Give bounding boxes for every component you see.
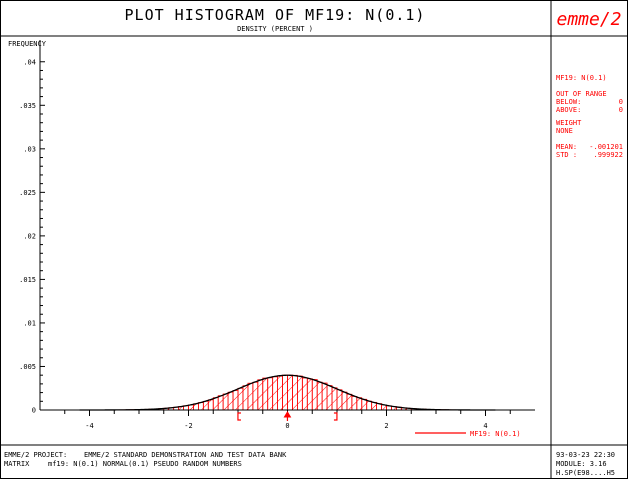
footer-user: H.SP(E98....H5 — [556, 469, 615, 477]
x-tick-label: -4 — [85, 422, 93, 430]
footer-project-value: EMME/2 STANDARD DEMONSTRATION AND TEST D… — [84, 451, 287, 459]
side-out-of-range: OUT OF RANGE — [556, 90, 607, 98]
histogram-bars — [89, 374, 486, 411]
x-tick-label: -2 — [184, 422, 192, 430]
plot-area: 0 .005 .01 .015 .02 .025 .03 .035 .04 -4 -2 0 2 4 — [19, 40, 535, 430]
chart-title: PLOT HISTOGRAM OF MF19: N(0.1) — [125, 6, 426, 24]
x-tick-label: 2 — [384, 422, 388, 430]
side-above-value: 0 — [619, 106, 623, 114]
side-std-value: .999922 — [593, 151, 623, 159]
legend-label: MF19: N(0.1) — [470, 430, 521, 438]
emme2-logo: emme/2 — [556, 9, 621, 30]
y-axis-label: FREQUENCY — [8, 40, 47, 48]
normal-curve-line — [79, 374, 496, 411]
side-mean-value: -.001201 — [589, 143, 623, 151]
chart-subtitle: DENSITY (PERCENT ) — [237, 25, 313, 33]
mean-std-markers — [237, 411, 338, 421]
y-tick-label: .025 — [19, 189, 36, 197]
axes: 0 .005 .01 .015 .02 .025 .03 .035 .04 -4 -2 0 2 4 — [19, 40, 535, 430]
side-below-value: 0 — [619, 98, 623, 106]
std-upper-marker — [333, 412, 338, 421]
footer-project-label: EMME/2 PROJECT: — [4, 451, 67, 459]
footer-matrix-value: mf19: N(0.1) NORMAL(0.1) PSEUDO RANDOM N… — [48, 460, 242, 468]
side-mean-label: MEAN: — [556, 143, 577, 151]
y-tick-label: .02 — [23, 232, 36, 240]
side-below-label: BELOW: — [556, 98, 581, 106]
mean-marker — [283, 411, 292, 418]
y-tick-label: .035 — [19, 102, 36, 110]
y-tick-label: .04 — [23, 58, 36, 66]
footer-datetime: 93-03-23 22:30 — [556, 451, 615, 459]
footer-module: MODULE: 3.16 — [556, 460, 607, 468]
std-lower-marker — [237, 412, 241, 421]
side-matrix-label: MF19: N(0.1) — [556, 74, 607, 82]
x-tick-label: 0 — [285, 422, 289, 430]
y-tick-label: .03 — [23, 145, 36, 153]
y-tick-label: .005 — [19, 363, 36, 371]
x-tick-label: 4 — [483, 422, 487, 430]
histogram-hatch-fill — [89, 375, 486, 410]
side-weight-value: NONE — [556, 127, 573, 135]
y-tick-label: .01 — [23, 319, 36, 327]
side-above-label: ABOVE: — [556, 106, 581, 114]
y-tick-label: 0 — [32, 407, 36, 415]
side-panel: MF19: N(0.1) OUT OF RANGE BELOW: 0 ABOVE… — [556, 74, 623, 159]
side-weight-label: WEIGHT — [556, 119, 582, 127]
side-std-label: STD : — [556, 151, 577, 159]
footer: EMME/2 PROJECT: EMME/2 STANDARD DEMONSTR… — [4, 451, 615, 477]
footer-matrix-label: MATRIX — [4, 460, 30, 468]
y-tick-label: .015 — [19, 276, 36, 284]
